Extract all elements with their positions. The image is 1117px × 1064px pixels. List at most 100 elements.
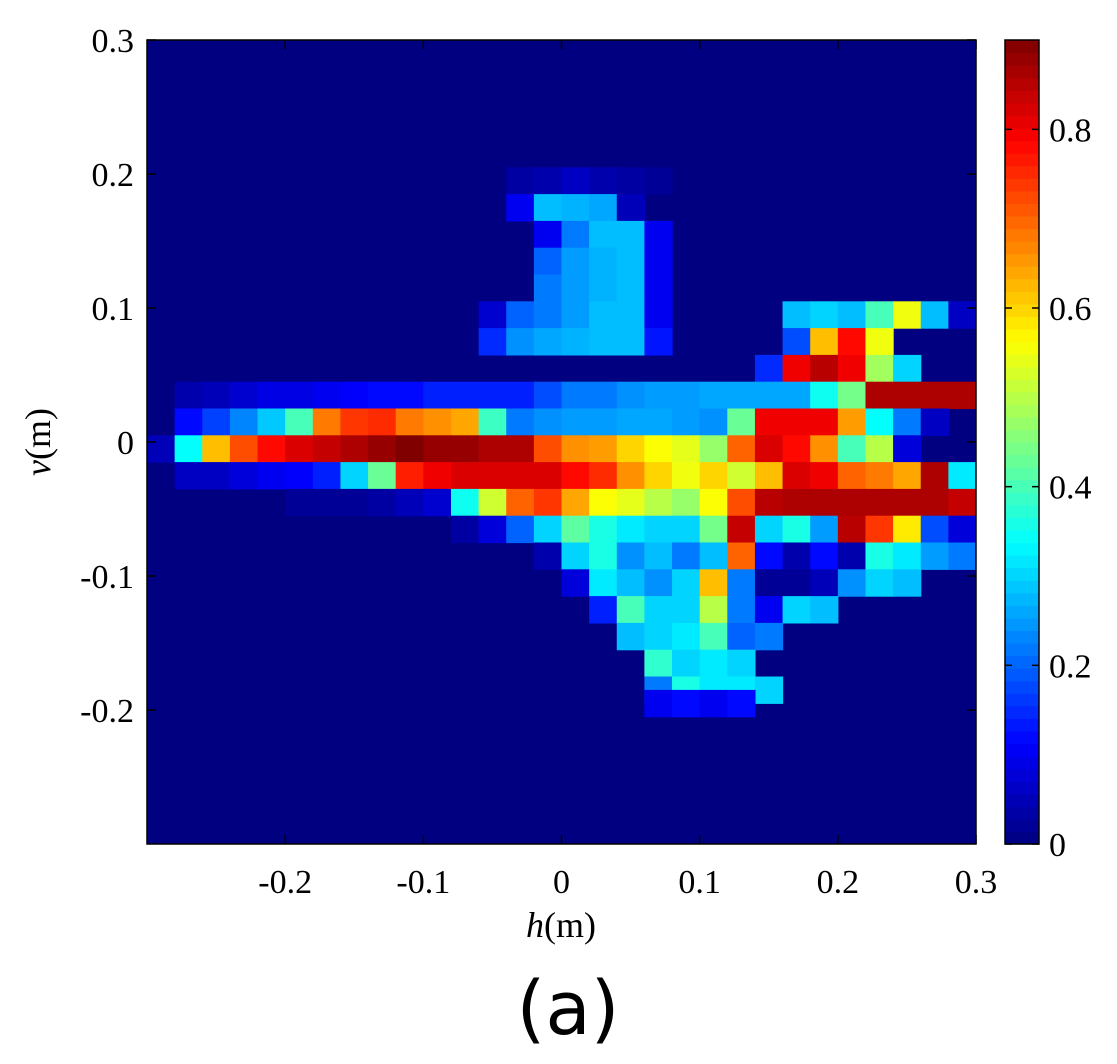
colorbar-segment [1005, 165, 1039, 179]
heatmap-cell [727, 381, 756, 410]
heatmap-cell [395, 462, 424, 490]
colorbar-segment [1005, 341, 1039, 355]
colorbar-segment [1005, 102, 1039, 116]
heatmap-cell [616, 462, 645, 490]
heatmap-cell [837, 301, 867, 329]
y-axis-label-var: v [18, 460, 58, 476]
heatmap-cell [644, 569, 673, 597]
heatmap-cell [727, 596, 756, 624]
heatmap-cell [865, 569, 894, 597]
heatmap-cell [810, 515, 839, 544]
colorbar-segment [1005, 793, 1039, 807]
heatmap-cell [229, 435, 259, 463]
heatmap-cell [616, 596, 645, 624]
heatmap-cell [672, 596, 701, 624]
heatmap-cell [837, 542, 867, 570]
heatmap-cell [810, 354, 839, 383]
heatmap-cell [948, 542, 976, 570]
heatmap-cell [837, 488, 867, 517]
heatmap-cell [976, 489, 1004, 516]
heatmap-cell [174, 381, 203, 410]
heatmap-cell [589, 515, 618, 544]
heatmap-cell [782, 435, 811, 463]
heatmap-cell [561, 408, 590, 436]
heatmap-cell [340, 488, 369, 517]
colorbar-segment [1005, 705, 1039, 719]
colorbar-segment [1005, 115, 1039, 129]
heatmap-cell [810, 408, 839, 436]
y-tick-label: 0.3 [92, 23, 135, 60]
heatmap-cell [506, 301, 535, 329]
x-tick-label: 0 [553, 864, 570, 901]
heatmap-cell [782, 381, 811, 410]
heatmap-cell [810, 462, 839, 490]
y-tick-label: 0 [117, 425, 134, 462]
colorbar-tick-label: 0.4 [1049, 470, 1092, 507]
heatmap-cell [644, 381, 673, 410]
colorbar-segment [1005, 756, 1039, 770]
heatmap-cell [312, 435, 342, 463]
heatmap-cell [810, 488, 839, 517]
colorbar-segment [1005, 529, 1039, 544]
heatmap-cell [727, 622, 756, 651]
heatmap-cell [450, 435, 480, 463]
heatmap-cell [616, 274, 645, 302]
heatmap-cell [423, 408, 452, 436]
heatmap-cell [672, 408, 701, 436]
heatmap-cell [754, 381, 784, 410]
heatmap-cell [865, 515, 894, 544]
heatmap-cell [644, 220, 673, 249]
heatmap-cell [478, 488, 507, 517]
x-tick-label: 0.1 [678, 864, 721, 901]
heatmap-cell [893, 408, 922, 436]
heatmap-cell [782, 462, 811, 490]
heatmap-cell [616, 622, 645, 651]
heatmap-cell [672, 542, 701, 570]
heatmap-cell [589, 435, 618, 463]
heatmap-cell [285, 488, 314, 517]
y-axis-ticks: 0.3 0.2 0.1 0 -0.1 -0.2 [80, 23, 976, 730]
heatmap-cell [285, 462, 314, 490]
heatmap-cell [368, 381, 397, 410]
heatmap-cell [368, 462, 397, 490]
colorbar-segment [1005, 580, 1039, 594]
heatmap-cell [506, 515, 535, 544]
heatmap-cell [727, 488, 756, 517]
heatmap-cell [589, 274, 618, 302]
heatmap-cell [893, 435, 922, 463]
heatmap-cell [754, 408, 784, 436]
colorbar-segment [1005, 492, 1039, 506]
heatmap-cell [948, 381, 976, 410]
heatmap-cell [616, 381, 645, 410]
colorbar-ticks: 0 0.2 0.4 0.6 0.8 [1005, 112, 1092, 864]
heatmap-cell [644, 408, 673, 436]
heatmap-cell [229, 462, 259, 490]
colorbar-segment [1005, 153, 1039, 167]
colorbar-segment [1005, 818, 1039, 833]
heatmap-cell [202, 462, 231, 490]
heatmap-cell [589, 381, 618, 410]
heatmap-cell [893, 488, 922, 517]
heatmap-cell [644, 435, 673, 463]
colorbar-segment [1005, 40, 1039, 54]
heatmap-cell [202, 381, 231, 410]
heatmap-cell [423, 435, 452, 463]
heatmap-cell [561, 515, 590, 544]
colorbar-segment [1005, 391, 1039, 405]
heatmap-cell [589, 220, 618, 249]
heatmap-cell [478, 462, 507, 490]
heatmap-cell [644, 167, 673, 195]
heatmap-cell [506, 408, 535, 436]
colorbar-segment [1005, 291, 1039, 305]
colorbar-segment [1005, 831, 1039, 845]
heatmap-cell [810, 596, 839, 624]
heatmap-cell [920, 462, 949, 490]
heatmap-cell [672, 569, 701, 597]
heatmap-cell [616, 435, 645, 463]
heatmap-cell [340, 435, 369, 463]
heatmap-cell [920, 488, 949, 517]
heatmap-cell [257, 381, 286, 410]
heatmap-cell [754, 622, 784, 651]
heatmap-cell [893, 381, 922, 410]
colorbar-tick-label: 0.8 [1049, 112, 1092, 149]
